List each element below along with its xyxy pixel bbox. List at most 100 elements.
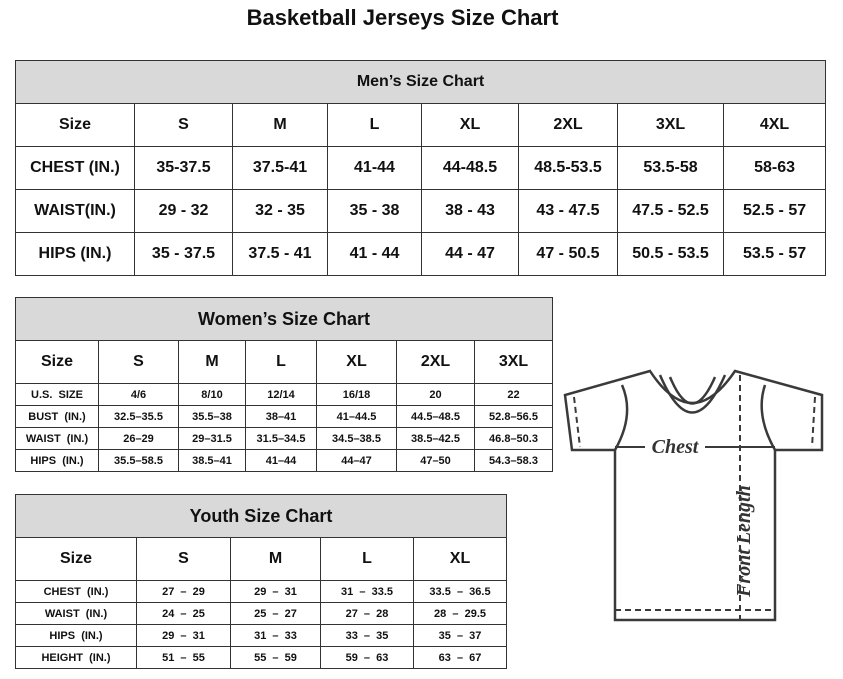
table-cell: 4/6 (98, 383, 179, 406)
row-label: HIPS (IN.) (15, 232, 135, 276)
table-cell: 27 – 28 (320, 602, 414, 625)
table-cell: 12/14 (245, 383, 317, 406)
table-row: HIPS (IN.) 29 – 31 31 – 33 33 – 35 35 – 37 (15, 624, 508, 647)
table-cell: 44 - 47 (421, 232, 519, 276)
table-cell: 53.5 - 57 (722, 232, 827, 276)
column-header: L (320, 537, 414, 581)
table-cell: 32 - 35 (232, 189, 328, 233)
table-row: CHEST (IN.) 35-37.5 37.5-41 41-44 44-48.5 48.… (15, 146, 827, 190)
table-row: HIPS (IN.) 35 - 37.5 37.5 - 41 41 - 44 44 - … (15, 232, 827, 276)
column-header: M (178, 340, 246, 384)
table-cell: 46.8–50.3 (473, 427, 554, 450)
table-cell: 55 – 59 (230, 646, 321, 669)
table-cell: 52.8–56.5 (473, 405, 554, 428)
table-row: WAIST (IN.) 26–29 29–31.5 31.5–34.5 34.5–38.… (15, 427, 554, 450)
youth-size-table: Youth Size Chart Size S M L XL CHEST (IN.) 27 –… (14, 494, 508, 669)
table-cell: 43 - 47.5 (518, 189, 618, 233)
table-cell: 28 – 29.5 (412, 602, 508, 625)
table-cell: 35 – 37 (412, 624, 508, 647)
column-header: Size (15, 103, 135, 147)
table-cell: 52.5 - 57 (722, 189, 827, 233)
table-cell: 41–44 (245, 449, 317, 472)
table-cell: 29 – 31 (230, 580, 321, 603)
column-header: XL (316, 340, 397, 384)
table-cell: 38 - 43 (421, 189, 519, 233)
table-cell: 33.5 – 36.5 (412, 580, 508, 603)
column-header: S (98, 340, 179, 384)
table-cell: 58-63 (722, 146, 827, 190)
column-header: M (232, 103, 328, 147)
table-cell: 38–41 (245, 405, 317, 428)
row-label: U.S. SIZE (15, 383, 99, 406)
table-cell: 29 – 31 (136, 624, 231, 647)
page-title: Basketball Jerseys Size Chart (246, 5, 559, 30)
table-cell: 29 - 32 (134, 189, 233, 233)
table-cell: 37.5-41 (232, 146, 328, 190)
table-cell: 24 – 25 (136, 602, 231, 625)
column-header: 3XL (473, 340, 554, 384)
table-cell: 35 - 37.5 (134, 232, 233, 276)
row-label: BUST (IN.) (15, 405, 99, 428)
jersey-outline-icon (563, 369, 824, 622)
table-cell: 35.5–58.5 (98, 449, 179, 472)
table-cell: 53.5-58 (617, 146, 724, 190)
table-cell: 8/10 (178, 383, 246, 406)
jersey-diagram: Chest Front Length (563, 369, 824, 622)
row-label: WAIST(IN.) (15, 189, 135, 233)
table-cell: 27 – 29 (136, 580, 231, 603)
table-caption: Men’s Size Chart (14, 60, 827, 104)
table-cell: 31 – 33.5 (320, 580, 414, 603)
row-label: CHEST (IN.) (15, 580, 137, 603)
table-cell: 35 - 38 (327, 189, 422, 233)
table-cell: 54.3–58.3 (473, 449, 554, 472)
row-label: WAIST (IN.) (15, 427, 99, 450)
table-cell: 31.5–34.5 (245, 427, 317, 450)
table-cell: 41 - 44 (327, 232, 422, 276)
womens-size-table: Women’s Size Chart Size S M L XL 2XL 3XL U.S. SI… (14, 297, 554, 472)
table-row: U.S. SIZE 4/6 8/10 12/14 16/18 20 22 (15, 383, 554, 406)
table-cell: 29–31.5 (178, 427, 246, 450)
table-cell: 41-44 (327, 146, 422, 190)
column-header: S (134, 103, 233, 147)
front-length-label: Front Length (733, 485, 755, 598)
row-label: HIPS (IN.) (15, 624, 137, 647)
table-cell: 25 – 27 (230, 602, 321, 625)
table-cell: 47–50 (396, 449, 475, 472)
table-caption: Youth Size Chart (14, 494, 508, 538)
header-row: Size S M L XL (15, 537, 508, 581)
column-header: 3XL (617, 103, 724, 147)
table-cell: 35.5–38 (178, 405, 246, 428)
table-cell: 33 – 35 (320, 624, 414, 647)
table-row: WAIST (IN.) 24 – 25 25 – 27 27 – 28 28 – 29.… (15, 602, 508, 625)
chest-label: Chest (652, 436, 700, 458)
row-label: HEIGHT (IN.) (15, 646, 137, 669)
table-caption: Women’s Size Chart (14, 297, 554, 341)
header-row: Size S M L XL 2XL 3XL 4XL (15, 103, 827, 147)
column-header: XL (421, 103, 519, 147)
table-cell: 47 - 50.5 (518, 232, 618, 276)
column-header: 2XL (518, 103, 618, 147)
mens-size-table: Men’s Size Chart Size S M L XL 2XL 3XL 4XL CHEST … (14, 60, 827, 276)
row-label: HIPS (IN.) (15, 449, 99, 472)
column-header: L (245, 340, 317, 384)
table-row: HEIGHT (IN.) 51 – 55 55 – 59 59 – 63 63 – 67 (15, 646, 508, 669)
table-cell: 59 – 63 (320, 646, 414, 669)
table-row: BUST (IN.) 32.5–35.5 35.5–38 38–41 41–44.5 44… (15, 405, 554, 428)
table-row: CHEST (IN.) 27 – 29 29 – 31 31 – 33.5 33.5 –… (15, 580, 508, 603)
column-header: S (136, 537, 231, 581)
table-cell: 34.5–38.5 (316, 427, 397, 450)
table-cell: 47.5 - 52.5 (617, 189, 724, 233)
table-cell: 44-48.5 (421, 146, 519, 190)
column-header: 2XL (396, 340, 475, 384)
column-header: 4XL (722, 103, 827, 147)
table-cell: 44–47 (316, 449, 397, 472)
column-header: Size (15, 340, 99, 384)
table-cell: 38.5–41 (178, 449, 246, 472)
row-label: CHEST (IN.) (15, 146, 135, 190)
row-label: WAIST (IN.) (15, 602, 137, 625)
table-cell: 63 – 67 (412, 646, 508, 669)
table-cell: 37.5 - 41 (232, 232, 328, 276)
table-cell: 50.5 - 53.5 (617, 232, 724, 276)
table-cell: 16/18 (316, 383, 397, 406)
table-row: HIPS (IN.) 35.5–58.5 38.5–41 41–44 44–47 47–5… (15, 449, 554, 472)
